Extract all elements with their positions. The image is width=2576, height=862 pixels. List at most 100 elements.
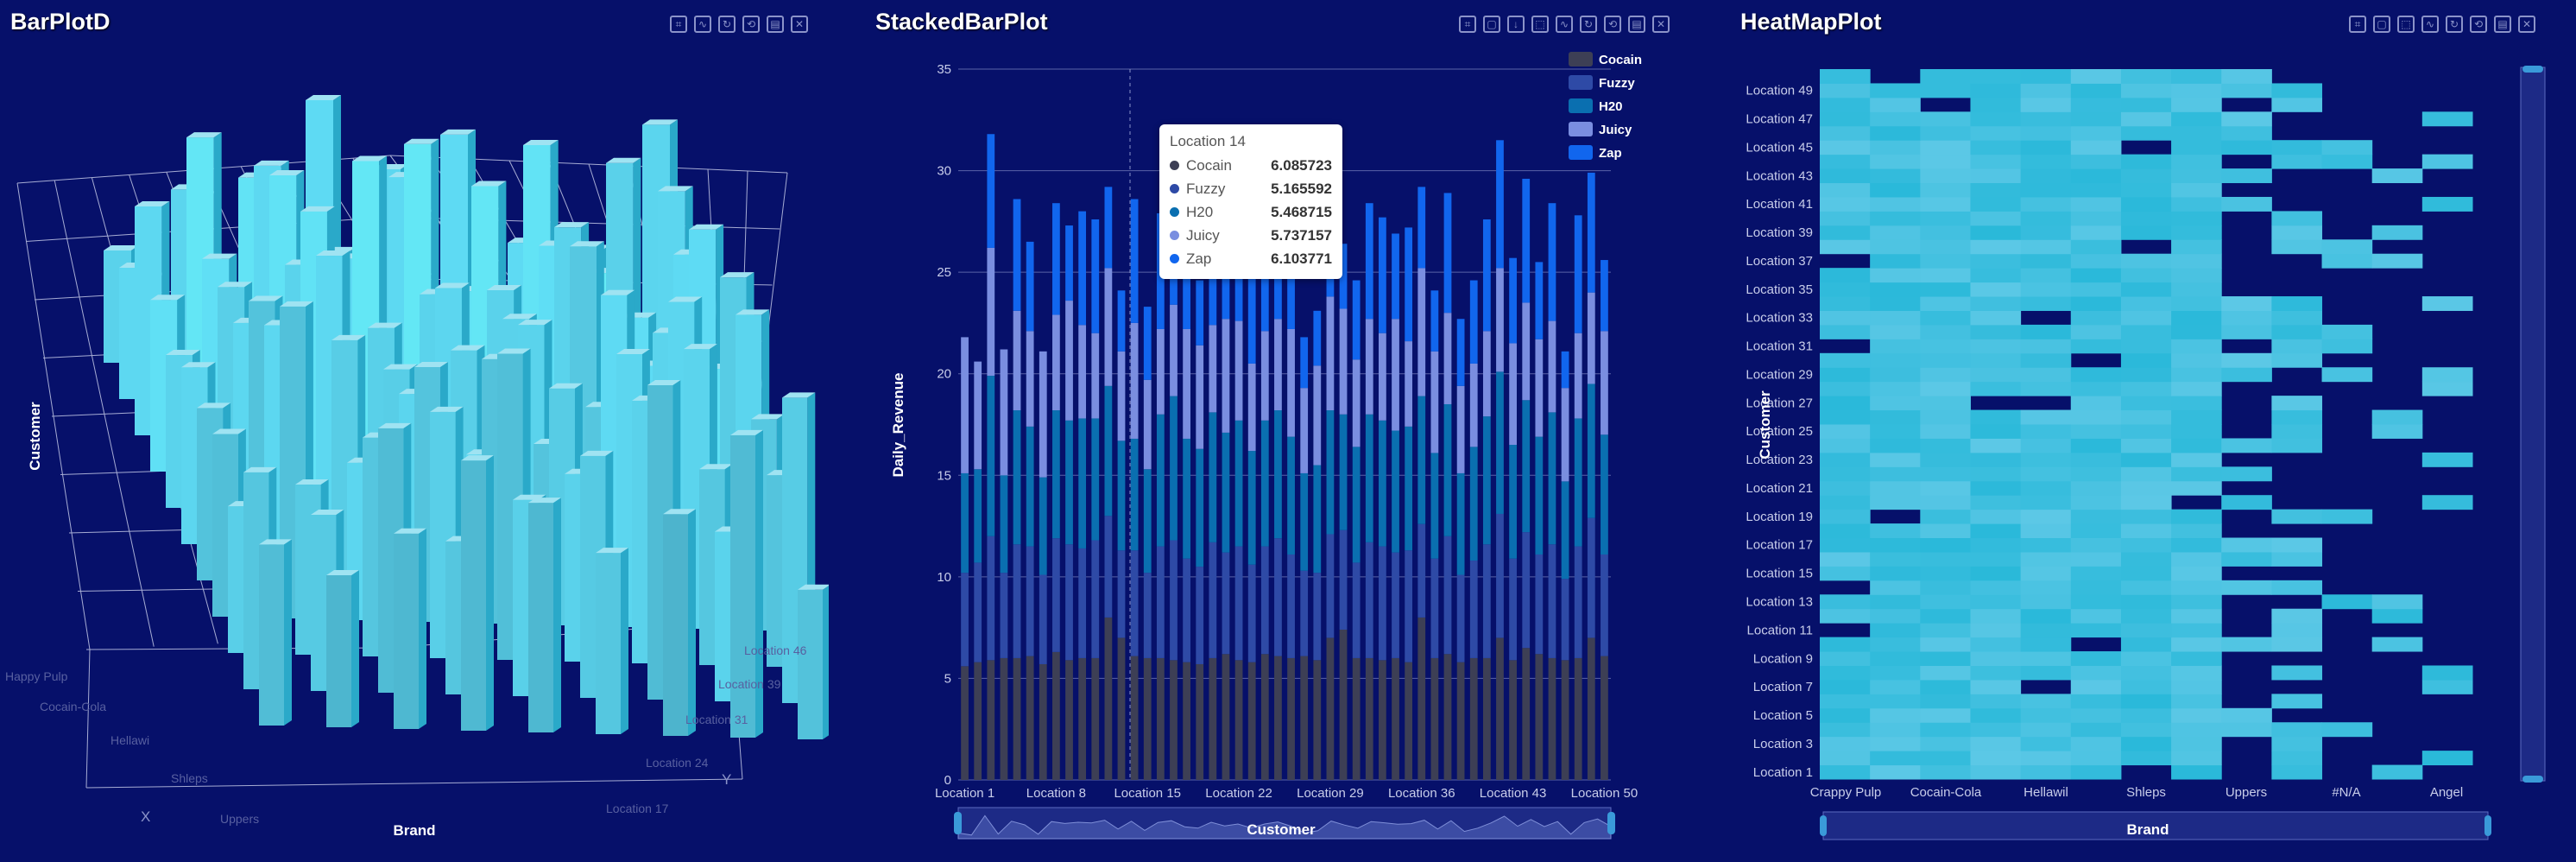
heat-cell[interactable] [1970,196,2022,212]
bar-segment-cocain[interactable] [1392,657,1399,780]
heat-cell[interactable] [1970,282,2022,297]
heat-cell[interactable] [2171,566,2222,581]
bar-segment-juicy[interactable] [1104,268,1113,386]
heat-cell[interactable] [2171,381,2222,396]
bar-segment-h20[interactable] [1352,447,1361,563]
heat-cell[interactable] [2120,409,2172,425]
heat-cell[interactable] [1920,751,1971,766]
bar-segment-zap[interactable] [1509,257,1517,344]
heat-cell[interactable] [1920,707,1971,723]
heat-datazoom-y-handle-top[interactable] [2522,66,2543,73]
heat-cell[interactable] [2171,722,2222,738]
legend-swatch[interactable] [1569,122,1593,136]
heat-cell[interactable] [1970,140,2022,155]
heat-cell[interactable] [2120,722,2172,738]
bar-segment-zap[interactable] [1456,319,1465,386]
heat-cell[interactable] [2020,409,2072,425]
bar-segment-h20[interactable] [1260,420,1269,547]
heat-cell[interactable] [1870,409,1921,425]
heat-cell[interactable] [2120,268,2172,283]
bar-segment-zap[interactable] [1078,211,1087,326]
rect-select-icon[interactable]: ⬚ [1531,16,1549,33]
legend-swatch[interactable] [1569,52,1593,67]
heat-cell[interactable] [2020,211,2072,226]
heat-cell[interactable] [1870,466,1921,482]
bar-segment-h20[interactable] [1326,410,1335,535]
heat-cell[interactable] [2070,182,2122,198]
heat-cell[interactable] [2221,168,2272,184]
bar-segment-h20[interactable] [1469,447,1478,561]
heat-cell[interactable] [1970,97,2022,112]
heat-cell[interactable] [1870,140,1921,155]
bar-segment-cocain[interactable] [1417,617,1426,780]
heat-cell[interactable] [2221,551,2272,567]
bar-segment-cocain[interactable] [1300,656,1309,780]
bar-segment-juicy[interactable] [1078,325,1087,419]
bar-segment-juicy[interactable] [1522,302,1531,401]
heat-cell[interactable] [1920,367,1971,383]
bar-segment-h20[interactable] [1339,414,1348,530]
bar-segment-cocain[interactable] [1222,654,1230,780]
heat-cell[interactable] [2171,409,2222,425]
bar-segment-juicy[interactable] [1260,331,1269,421]
bar-segment-h20[interactable] [1379,420,1386,547]
heat-cell[interactable] [2070,69,2122,84]
bar-segment-h20[interactable] [1222,432,1230,553]
heat-cell[interactable] [2070,424,2122,439]
legend-label[interactable]: Cocain [1599,53,1642,67]
bar-segment-fuzzy[interactable] [1587,517,1595,638]
heat-cell[interactable] [2120,253,2172,269]
bar-segment-fuzzy[interactable] [1039,574,1047,664]
heat-cell[interactable] [2271,580,2323,595]
heat-cell[interactable] [2421,665,2473,681]
heat-cell[interactable] [2271,608,2323,624]
heat-cell[interactable] [1870,523,1921,539]
bar-segment-zap[interactable] [1183,263,1190,329]
heat-cell[interactable] [1820,751,1871,766]
bar-segment-juicy[interactable] [1313,365,1322,466]
heat-cell[interactable] [2171,651,2222,666]
bar-segment-juicy[interactable] [1287,328,1295,437]
heat-cell[interactable] [1920,268,1971,283]
heat-cell[interactable] [2020,438,2072,453]
bar-segment-cocain[interactable] [1522,648,1531,780]
heat-cell[interactable] [2020,537,2072,553]
heat-cell[interactable] [2221,367,2272,383]
bar-segment-fuzzy[interactable] [1417,523,1426,618]
heat-cell[interactable] [2321,594,2373,610]
bar-segment-fuzzy[interactable] [1392,552,1399,658]
heat-cell[interactable] [1820,551,1871,567]
heat-cell[interactable] [2120,438,2172,453]
heat-cell[interactable] [2271,665,2323,681]
heat-cell[interactable] [1870,566,1921,581]
heat-cell[interactable] [1970,764,2022,780]
heat-cell[interactable] [2020,551,2072,567]
heat-cell[interactable] [2271,324,2323,339]
bar-segment-zap[interactable] [1430,290,1439,352]
bar-segment-h20[interactable] [1443,403,1452,536]
heat-cell[interactable] [2120,211,2172,226]
heat-cell[interactable] [1920,125,1971,141]
heat-cell[interactable] [1870,111,1921,127]
heat-cell[interactable] [2321,253,2373,269]
heat-cell[interactable] [1920,651,1971,666]
heat-cell[interactable] [1870,722,1921,738]
heat-cell[interactable] [2020,69,2072,84]
bar-segment-zap[interactable] [1222,253,1230,320]
bar-segment-juicy[interactable] [1561,388,1569,482]
heat-cell[interactable] [2171,140,2222,155]
heat-cell[interactable] [1970,679,2022,694]
heat-cell[interactable] [2120,480,2172,496]
heat-cell[interactable] [2120,396,2172,411]
heat-cell[interactable] [1820,381,1871,396]
heat-cell[interactable] [1820,268,1871,283]
heat-cell[interactable] [2070,83,2122,98]
bar-segment-h20[interactable] [1039,477,1047,575]
bar-segment-juicy[interactable] [1039,351,1047,478]
bar-segment-fuzzy[interactable] [987,536,995,661]
heat-cell[interactable] [2321,509,2373,524]
heat-cell[interactable] [1820,409,1871,425]
heat-cell[interactable] [1870,424,1921,439]
heat-cell[interactable] [1970,707,2022,723]
bar3d-bar[interactable] [326,575,351,727]
